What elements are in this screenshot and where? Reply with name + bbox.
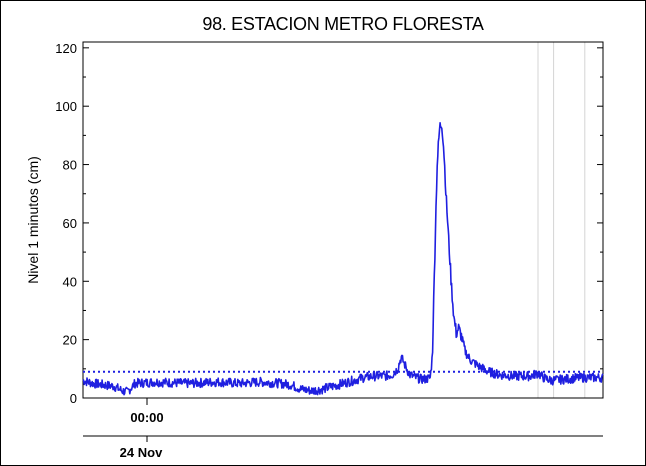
series-line (82, 122, 604, 396)
x-date-label: 24 Nov (120, 445, 163, 460)
chart-title: 98. ESTACION METRO FLORESTA (202, 14, 484, 34)
y-tick-label: 100 (55, 99, 77, 114)
faint-vertical-lines (537, 42, 586, 398)
y-tick-label: 20 (63, 333, 77, 348)
plot-area (82, 41, 604, 399)
y-tick-label: 120 (55, 41, 77, 56)
x-tick-label-time: 00:00 (130, 410, 163, 425)
y-axis-label: Nivel 1 minutos (cm) (25, 156, 41, 284)
y-tick-label: 60 (63, 216, 77, 231)
y-tick-label: 40 (63, 274, 77, 289)
y-tick-label: 80 (63, 158, 77, 173)
y-axis: 0 20 40 60 80 100 120 (55, 41, 603, 406)
y-tick-label: 0 (70, 391, 77, 406)
x-axis: 00:00 24 Nov (83, 398, 603, 460)
